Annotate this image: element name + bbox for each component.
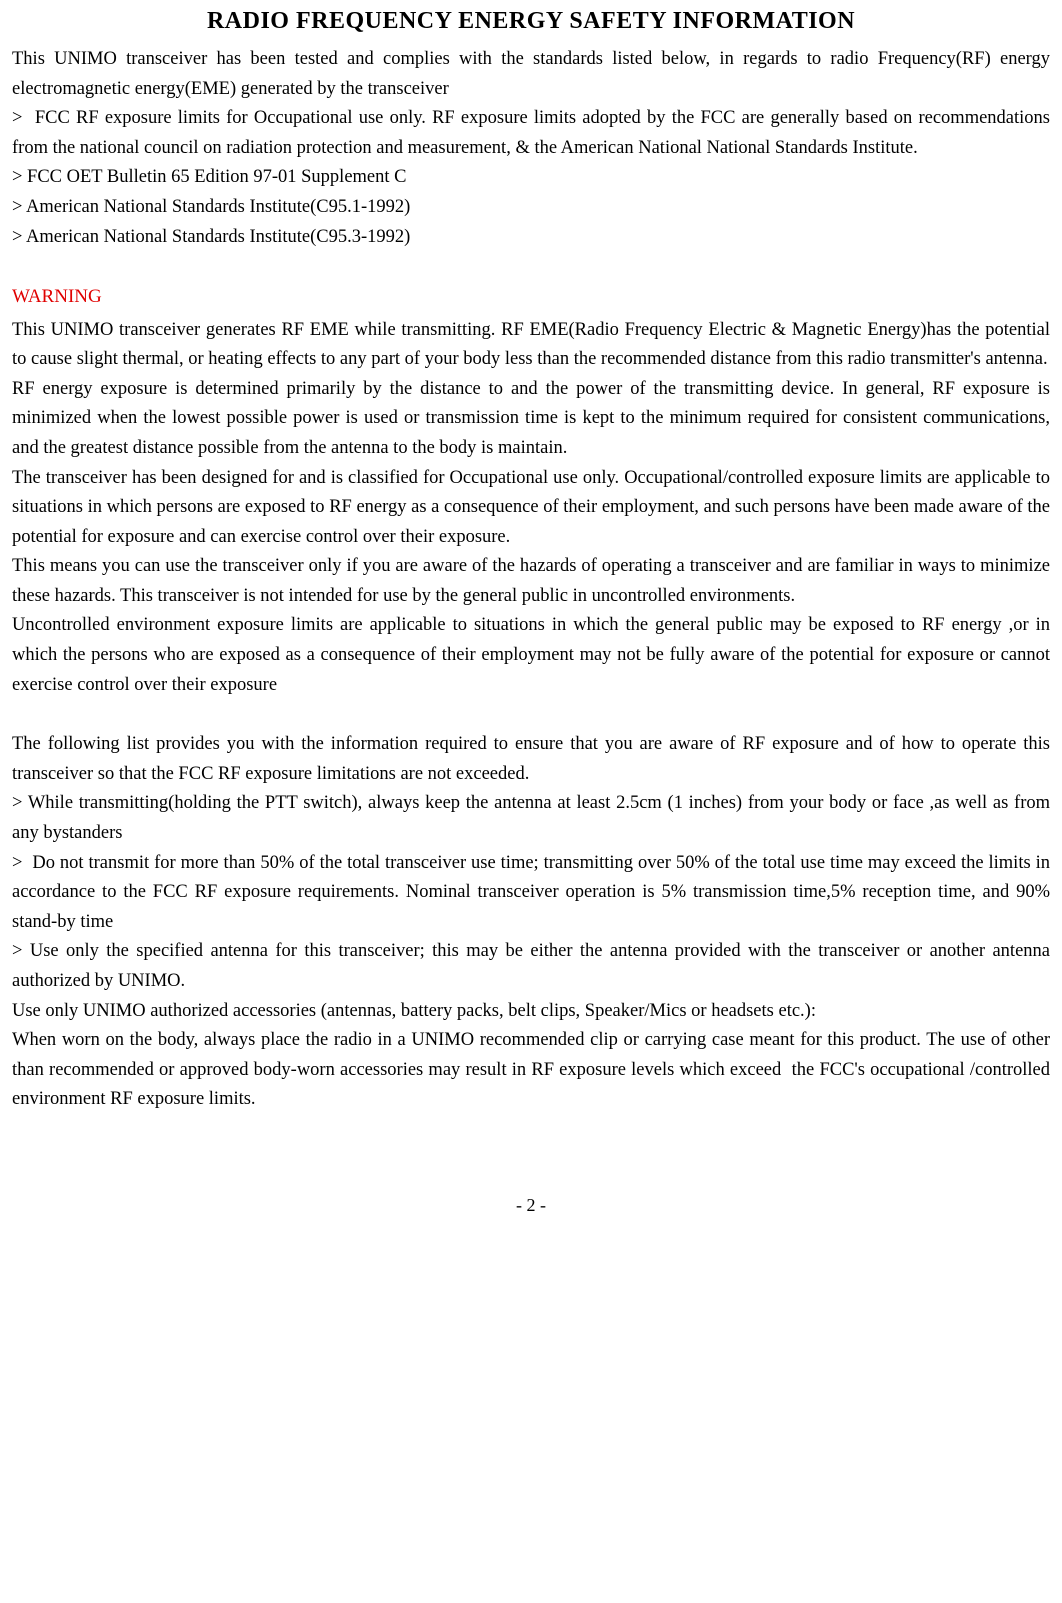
- warning-paragraph: The transceiver has been designed for an…: [12, 464, 1050, 553]
- bullet-item: > FCC RF exposure limits for Occupationa…: [12, 104, 1050, 163]
- warning-paragraph: This UNIMO transceiver generates RF EME …: [12, 316, 1050, 375]
- bullet-item: > American National Standards Institute(…: [12, 193, 1050, 223]
- bullet-item: > FCC OET Bulletin 65 Edition 97-01 Supp…: [12, 163, 1050, 193]
- bullet-item: > Use only the specified antenna for thi…: [12, 937, 1050, 996]
- intro-paragraph: This UNIMO transceiver has been tested a…: [12, 45, 1050, 104]
- warning-paragraph: Uncontrolled environment exposure limits…: [12, 611, 1050, 700]
- page-number: - 2 -: [12, 1195, 1050, 1216]
- closing-paragraph: Use only UNIMO authorized accessories (a…: [12, 997, 1050, 1027]
- bullet-item: > Do not transmit for more than 50% of t…: [12, 849, 1050, 938]
- bullet-item: > American National Standards Institute(…: [12, 223, 1050, 253]
- page-title: RADIO FREQUENCY ENERGY SAFETY INFORMATIO…: [12, 8, 1050, 35]
- warning-paragraph: This means you can use the transceiver o…: [12, 552, 1050, 611]
- warning-heading: WARNING: [12, 282, 1050, 312]
- following-intro-paragraph: The following list provides you with the…: [12, 730, 1050, 789]
- closing-paragraph: When worn on the body, always place the …: [12, 1026, 1050, 1115]
- warning-paragraph: RF energy exposure is determined primari…: [12, 375, 1050, 464]
- bullet-item: > While transmitting(holding the PTT swi…: [12, 789, 1050, 848]
